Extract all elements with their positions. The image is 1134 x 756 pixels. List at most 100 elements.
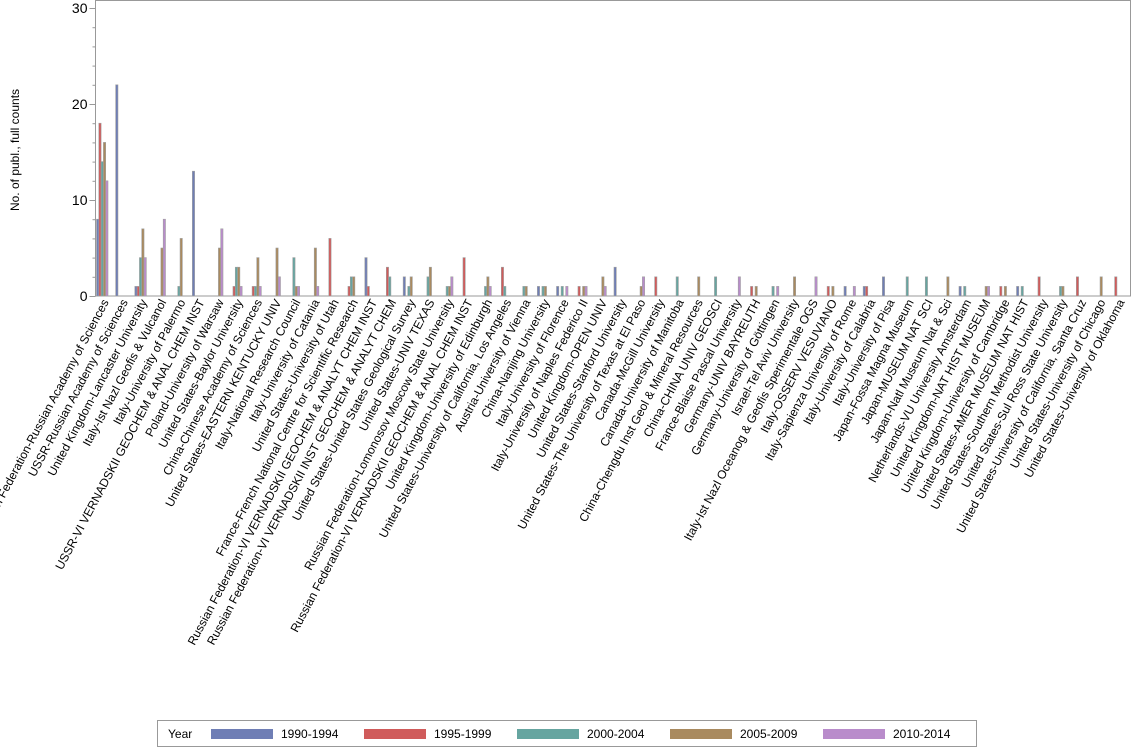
bar-2010-2014 xyxy=(143,257,147,297)
bar-2000-2004 xyxy=(426,276,430,297)
bar-1995-1999 xyxy=(347,286,351,297)
bar-2005-2009 xyxy=(754,286,758,297)
bar-2005-2009 xyxy=(428,266,432,297)
bar-2000-2004 xyxy=(905,276,909,297)
bar-2005-2009 xyxy=(984,286,988,297)
bar-chart: 0 10 20 30 No. of publ., full counts Russia… xyxy=(0,0,1131,647)
legend-label: 1990-1994 xyxy=(281,726,339,741)
bar-2005-2009 xyxy=(313,247,317,297)
legend-item: 2000-2004 xyxy=(517,727,670,741)
bar-2005-2009 xyxy=(256,257,260,297)
legend-label: 2005-2009 xyxy=(740,726,798,741)
bar-2005-2009 xyxy=(237,266,241,297)
bar-2010-2014 xyxy=(239,286,243,297)
bar-2005-2009 xyxy=(946,276,950,297)
bar-2000-2004 xyxy=(292,257,296,297)
bar-2005-2009 xyxy=(793,276,797,297)
bar-1995-1999 xyxy=(136,286,140,297)
bar-1990-1994 xyxy=(1016,286,1020,297)
bar-1990-1994 xyxy=(556,286,560,297)
bar-1995-1999 xyxy=(251,286,255,297)
bar-2000-2004 xyxy=(100,161,104,297)
bar-1995-1999 xyxy=(999,286,1003,297)
legend-swatch xyxy=(670,728,732,739)
bar-2005-2009 xyxy=(582,286,586,297)
bar-2000-2004 xyxy=(924,276,928,297)
bar-2000-2004 xyxy=(349,276,353,297)
legend: Year 1990-1994 1995-1999 2000-2004 2005-200… xyxy=(157,720,977,747)
bar-1990-1994 xyxy=(115,84,119,297)
bar-2000-2004 xyxy=(445,286,449,297)
bar-1990-1994 xyxy=(364,257,368,297)
bar-2005-2009 xyxy=(1099,276,1103,297)
bar-2005-2009 xyxy=(543,286,547,297)
bar-1990-1994 xyxy=(882,276,885,297)
bar-2005-2009 xyxy=(448,286,451,297)
bar-2010-2014 xyxy=(603,286,607,297)
bar-2000-2004 xyxy=(234,266,238,297)
legend-title: Year xyxy=(168,726,193,741)
bar-1990-1994 xyxy=(958,286,962,297)
y-tick-label: 0 xyxy=(80,288,88,304)
y-axis-label: No. of publ., full counts xyxy=(8,89,22,211)
bar-1995-1999 xyxy=(577,286,581,297)
bar-2005-2009 xyxy=(103,142,107,297)
bar-2000-2004 xyxy=(407,286,411,297)
bar-2000-2004 xyxy=(963,286,967,297)
bar-2000-2004 xyxy=(560,286,564,297)
legend-swatch xyxy=(211,728,273,739)
bar-2010-2014 xyxy=(852,286,856,297)
bar-2000-2004 xyxy=(1059,286,1063,297)
bar-2010-2014 xyxy=(987,286,990,297)
bar-1995-1999 xyxy=(865,286,869,297)
bar-2010-2014 xyxy=(220,228,224,297)
bar-1990-1994 xyxy=(402,276,406,297)
bar-2005-2009 xyxy=(486,276,490,297)
bar-2000-2004 xyxy=(714,276,718,297)
y-tick-label: 10 xyxy=(72,192,88,208)
bar-2005-2009 xyxy=(639,286,643,297)
bar-2010-2014 xyxy=(737,276,741,297)
bar-2005-2009 xyxy=(294,286,298,297)
bar-2010-2014 xyxy=(258,286,262,297)
bar-2005-2009 xyxy=(1061,286,1065,297)
legend-swatch xyxy=(517,728,579,739)
bar-2000-2004 xyxy=(522,286,526,297)
bar-2010-2014 xyxy=(450,276,454,297)
bar-1995-1999 xyxy=(462,257,466,297)
bar-1995-1999 xyxy=(98,122,102,297)
bar-2000-2004 xyxy=(541,286,545,297)
bar-2005-2009 xyxy=(160,247,164,297)
legend-swatch xyxy=(364,728,426,739)
bar-2005-2009 xyxy=(524,286,528,297)
bar-2000-2004 xyxy=(484,286,488,297)
bar-1990-1994 xyxy=(862,286,866,297)
bar-1995-1999 xyxy=(366,286,370,297)
bar-2000-2004 xyxy=(177,286,181,297)
bar-2005-2009 xyxy=(179,238,183,297)
bar-2000-2004 xyxy=(675,276,679,297)
bar-2010-2014 xyxy=(565,286,569,297)
bar-1995-1999 xyxy=(1114,276,1118,297)
bar-1990-1994 xyxy=(613,266,617,297)
bar-1995-1999 xyxy=(500,266,504,297)
y-tick-label: 30 xyxy=(72,0,88,16)
bar-1995-1999 xyxy=(1037,276,1041,297)
legend-item: 1995-1999 xyxy=(364,727,517,741)
bar-2000-2004 xyxy=(771,286,775,297)
bar-2000-2004 xyxy=(139,257,143,297)
bar-2005-2009 xyxy=(697,276,701,297)
bar-2010-2014 xyxy=(162,218,166,297)
bar-2010-2014 xyxy=(297,286,300,297)
bar-2010-2014 xyxy=(105,180,109,297)
bar-1990-1994 xyxy=(192,170,195,297)
bar-2010-2014 xyxy=(488,286,492,297)
bar-1990-1994 xyxy=(537,286,540,297)
legend-item: 2005-2009 xyxy=(670,727,823,741)
bar-2000-2004 xyxy=(388,276,392,297)
bar-1995-1999 xyxy=(328,238,332,297)
bar-2010-2014 xyxy=(814,276,818,297)
bar-1990-1994 xyxy=(134,286,138,297)
bar-2005-2009 xyxy=(275,247,279,297)
bar-1995-1999 xyxy=(385,266,389,297)
